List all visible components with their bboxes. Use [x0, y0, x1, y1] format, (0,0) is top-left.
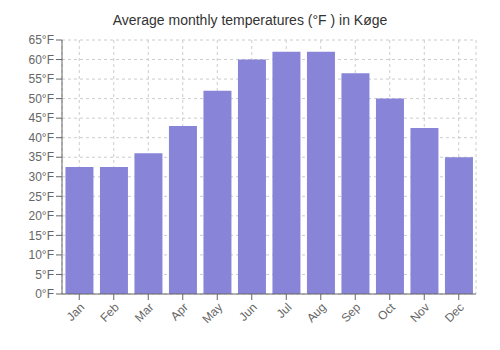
svg-text:Aug: Aug — [304, 300, 329, 325]
svg-text:Feb: Feb — [97, 300, 122, 325]
svg-text:Jun: Jun — [236, 300, 260, 324]
svg-text:10°F: 10°F — [29, 248, 54, 262]
svg-text:Apr: Apr — [168, 300, 191, 323]
svg-text:Mar: Mar — [132, 300, 157, 325]
html-text:Average monthly temperatures (: Average monthly temperatures (°F ) in Kø… — [112, 12, 388, 28]
svg-text:40°F: 40°F — [29, 131, 54, 145]
svg-text:50°F: 50°F — [29, 92, 54, 106]
svg-text:15°F: 15°F — [29, 229, 54, 243]
svg-text:55°F: 55°F — [29, 72, 54, 86]
svg-text:Jul: Jul — [274, 300, 295, 321]
svg-text:20°F: 20°F — [29, 209, 54, 223]
svg-text:Dec: Dec — [442, 300, 467, 325]
svg-text:45°F: 45°F — [29, 111, 54, 125]
svg-text:25°F: 25°F — [29, 190, 54, 204]
svg-text:Oct: Oct — [375, 300, 399, 324]
svg-text:65°F: 65°F — [29, 33, 54, 47]
svg-text:Nov: Nov — [407, 300, 432, 325]
svg-text:May: May — [199, 300, 225, 326]
svg-text:35°F: 35°F — [29, 150, 54, 164]
svg-text:30°F: 30°F — [29, 170, 54, 184]
svg-text:0°F: 0°F — [35, 287, 54, 301]
svg-text:5°F: 5°F — [35, 268, 54, 282]
svg-text:Sep: Sep — [338, 300, 363, 325]
svg-text:60°F: 60°F — [29, 53, 54, 67]
svg-text:Jan: Jan — [64, 300, 88, 324]
